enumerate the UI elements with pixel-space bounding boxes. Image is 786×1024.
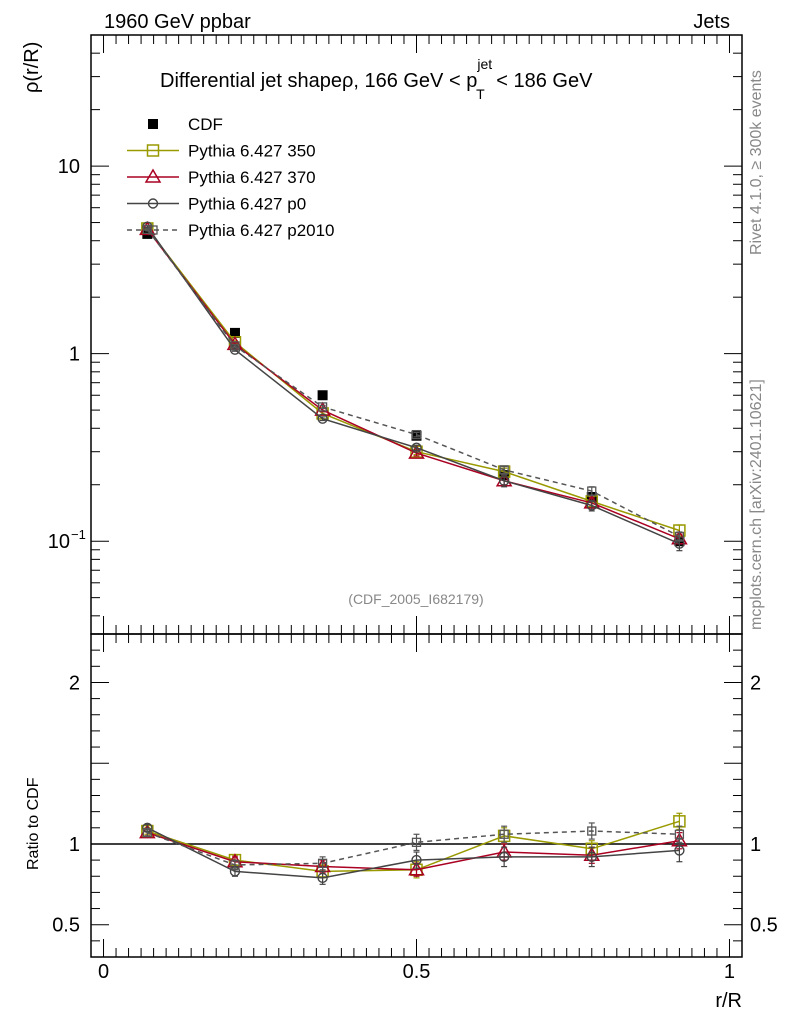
main-cdf-point [229,327,240,338]
ratio-p2010-point [587,826,597,836]
ratio-ylabel: Ratio to CDF [25,777,42,870]
ratio-ytick-label-right: 1 [750,834,761,856]
header-category: Jets [693,11,730,33]
main-series-p0 [142,221,685,552]
main-series-p2010 [142,224,685,542]
plot-title: Differential jet shapeρ, 166 GeV < pjet T… [160,56,593,102]
main-p2010-point [317,402,328,412]
xtick-label: 1 [724,961,735,983]
main-p2010-line [146,228,680,538]
main-p2010-point [230,341,240,351]
main-ylabel: ρ(r/R) [21,42,43,93]
main-series-p350 [141,222,686,538]
legend-label-cdf: CDF [188,115,223,134]
legend-marker-p0 [147,198,159,209]
main-p370-line [146,228,680,540]
ratio-p0-point [586,851,597,863]
legend-entry-p350: Pythia 6.427 350 [127,142,316,161]
ratio-series-p370 [139,824,688,877]
legend-label-p370: Pythia 6.427 370 [188,168,316,187]
legend-marker-p350 [146,144,160,157]
ratio-p0-point [674,845,685,856]
main-p0-point [317,413,328,424]
ratio-p0-point [498,851,510,863]
ratio-p2010-point [499,829,509,839]
ratio-p370-point [408,861,425,876]
header-energy: 1960 GeV ppbar [104,11,251,33]
ratio-series-p2010 [142,822,685,871]
legend-marker-cdf [148,119,158,129]
main-p0-point [498,475,510,486]
main-series-cdf [142,228,685,547]
ratio-frame [90,633,743,958]
ratio-p0-point [411,854,422,866]
legend-entry-p370: Pythia 6.427 370 [127,168,316,187]
xtick-label: 0 [98,961,109,983]
legend-label-p0: Pythia 6.427 p0 [188,195,306,214]
legend-label-p2010: Pythia 6.427 p2010 [188,221,335,240]
ratio-ytick-label-right: 2 [750,672,761,694]
main-p0-point [586,500,597,511]
ratio-p2010-point [411,837,422,847]
main-cdf-point [317,390,328,401]
analysis-id: (CDF_2005_I682179) [348,591,483,607]
main-p2010-point [499,465,509,475]
main-ytick-exponent: −1 [71,527,86,542]
ratio-p2010-point [317,858,328,868]
legend-entry-p2010: Pythia 6.427 p2010 [127,221,335,240]
ratio-ytick-label: 0.5 [52,915,80,937]
legend-entry-p0: Pythia 6.427 p0 [127,195,306,214]
main-p370-point [408,444,425,459]
ratio-ytick-label-right: 0.5 [750,915,778,937]
ratio-p2010-point [674,829,685,839]
main-ytick-label: 10 [58,156,80,178]
xtick-label: 0.5 [403,961,431,983]
main-p2010-point [674,531,685,542]
main-p2010-point [587,486,597,496]
main-ytick-label: 10 [48,531,70,553]
ratio-p2010-point [142,827,152,838]
main-p2010-point [411,429,422,440]
legend-entry-cdf: CDF [148,115,223,134]
series-layer [139,220,688,885]
legend-label-p350: Pythia 6.427 350 [188,142,316,161]
main-p0-point [411,442,422,453]
x-axis-label: r/R [715,990,742,1012]
rivet-label: Rivet 4.1.0, ≥ 300k events [748,70,765,255]
main-ytick-label: 1 [69,344,80,366]
ratio-p0-point [317,872,328,884]
main-series-p370 [139,220,688,545]
legend: CDF Pythia 6.427 350 Pythia 6.427 370 Pythi… [127,115,335,240]
main-p350-line [146,228,680,532]
legend-marker-p2010 [148,225,158,235]
main-p0-line [146,226,680,545]
mcplots-label: mcplots.cern.ch [arXiv:2401.10621] [748,379,765,630]
ratio-p2010-point [230,860,240,870]
main-p2010-point [142,224,152,234]
ratio-ytick-label: 2 [69,672,80,694]
ratio-ytick-label: 1 [69,834,80,856]
legend-marker-p370 [144,168,162,183]
